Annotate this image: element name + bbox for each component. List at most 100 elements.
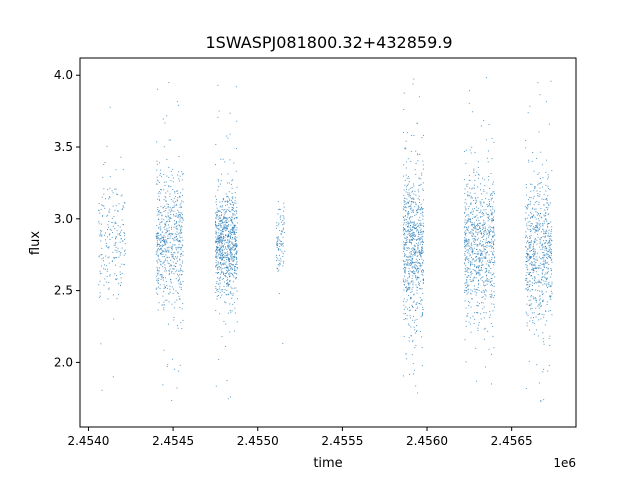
- data-point: [158, 243, 160, 245]
- data-point: [163, 219, 165, 221]
- data-point: [226, 248, 228, 250]
- data-point: [483, 219, 485, 221]
- data-point: [163, 210, 165, 212]
- data-point: [491, 325, 493, 327]
- data-point: [476, 224, 478, 226]
- data-point: [170, 233, 172, 235]
- data-point: [470, 263, 472, 265]
- data-point: [103, 260, 105, 262]
- data-point: [538, 183, 540, 185]
- data-point: [481, 224, 483, 226]
- data-point: [164, 267, 166, 269]
- data-point: [230, 203, 232, 205]
- data-point: [468, 305, 470, 307]
- data-point: [492, 247, 494, 249]
- data-point: [532, 269, 534, 271]
- data-point: [217, 253, 219, 255]
- data-point: [541, 231, 543, 233]
- data-point: [98, 284, 100, 286]
- data-point: [179, 237, 181, 239]
- data-point: [470, 197, 472, 199]
- data-point: [469, 195, 471, 197]
- data-point: [413, 201, 415, 203]
- data-point: [233, 227, 235, 229]
- data-point: [280, 215, 282, 217]
- data-point: [175, 213, 177, 215]
- data-point: [100, 232, 102, 234]
- data-point: [165, 254, 167, 256]
- data-point: [465, 184, 467, 186]
- data-point: [484, 271, 486, 273]
- data-point: [421, 270, 423, 272]
- data-point: [542, 225, 544, 227]
- data-point: [109, 238, 111, 240]
- data-point: [486, 280, 488, 282]
- data-point: [543, 254, 545, 256]
- data-point: [464, 202, 466, 204]
- data-point: [409, 216, 411, 218]
- data-point: [235, 278, 237, 280]
- data-point: [542, 341, 544, 343]
- data-point: [473, 168, 475, 170]
- data-point: [177, 200, 178, 202]
- data-point: [479, 222, 481, 224]
- data-point: [218, 110, 220, 112]
- data-point: [166, 115, 168, 117]
- data-point: [229, 396, 231, 398]
- data-point: [282, 220, 284, 222]
- data-point: [532, 269, 534, 271]
- data-point: [216, 237, 218, 239]
- data-point: [229, 331, 231, 333]
- data-point: [115, 237, 117, 239]
- data-point: [164, 251, 166, 253]
- data-point: [179, 232, 181, 234]
- data-point: [537, 236, 539, 238]
- data-point: [405, 242, 407, 244]
- data-point: [229, 203, 231, 205]
- data-point: [221, 241, 223, 243]
- data-point: [234, 229, 236, 231]
- data-point: [477, 257, 479, 259]
- data-point: [530, 308, 532, 310]
- data-point: [226, 283, 228, 285]
- data-point: [415, 345, 417, 347]
- data-point: [540, 248, 542, 250]
- data-point: [416, 276, 418, 278]
- data-point: [531, 223, 533, 225]
- data-point: [488, 236, 490, 238]
- data-point: [155, 253, 157, 255]
- data-point: [228, 273, 230, 275]
- data-point: [550, 235, 552, 237]
- data-point: [228, 283, 230, 285]
- data-point: [408, 259, 410, 261]
- data-point: [481, 254, 483, 256]
- data-point: [541, 245, 543, 247]
- data-point: [532, 322, 534, 324]
- data-point: [403, 289, 405, 291]
- data-point: [177, 327, 179, 329]
- data-point: [412, 201, 414, 203]
- data-point: [537, 82, 539, 84]
- data-point: [229, 198, 231, 200]
- data-point: [232, 260, 234, 262]
- data-point: [220, 254, 222, 256]
- data-point: [231, 237, 233, 239]
- data-point: [157, 282, 159, 284]
- data-point: [487, 241, 489, 243]
- data-point: [468, 288, 470, 290]
- data-point: [173, 268, 175, 270]
- data-point: [101, 235, 103, 237]
- data-point: [472, 250, 474, 252]
- data-point: [168, 251, 170, 253]
- data-point: [492, 241, 494, 243]
- data-point: [221, 254, 223, 256]
- data-point: [467, 194, 469, 196]
- data-point: [489, 203, 491, 205]
- data-point: [220, 180, 222, 182]
- data-point: [230, 248, 232, 250]
- data-point: [123, 235, 125, 237]
- data-point: [161, 244, 163, 246]
- data-point: [235, 277, 237, 279]
- data-point: [469, 268, 471, 270]
- data-point: [406, 308, 408, 310]
